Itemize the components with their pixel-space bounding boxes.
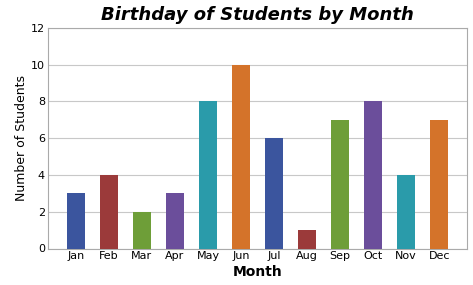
Y-axis label: Number of Students: Number of Students bbox=[15, 75, 28, 201]
Bar bbox=[133, 212, 151, 249]
X-axis label: Month: Month bbox=[233, 265, 282, 280]
Bar bbox=[265, 138, 283, 249]
Bar bbox=[67, 193, 85, 249]
Bar bbox=[199, 101, 217, 249]
Bar bbox=[232, 65, 250, 249]
Bar bbox=[166, 193, 184, 249]
Bar bbox=[397, 175, 415, 249]
Bar bbox=[430, 120, 448, 249]
Title: Birthday of Students by Month: Birthday of Students by Month bbox=[101, 5, 414, 24]
Bar bbox=[364, 101, 382, 249]
Bar bbox=[100, 175, 118, 249]
Bar bbox=[298, 230, 316, 249]
Bar bbox=[331, 120, 349, 249]
